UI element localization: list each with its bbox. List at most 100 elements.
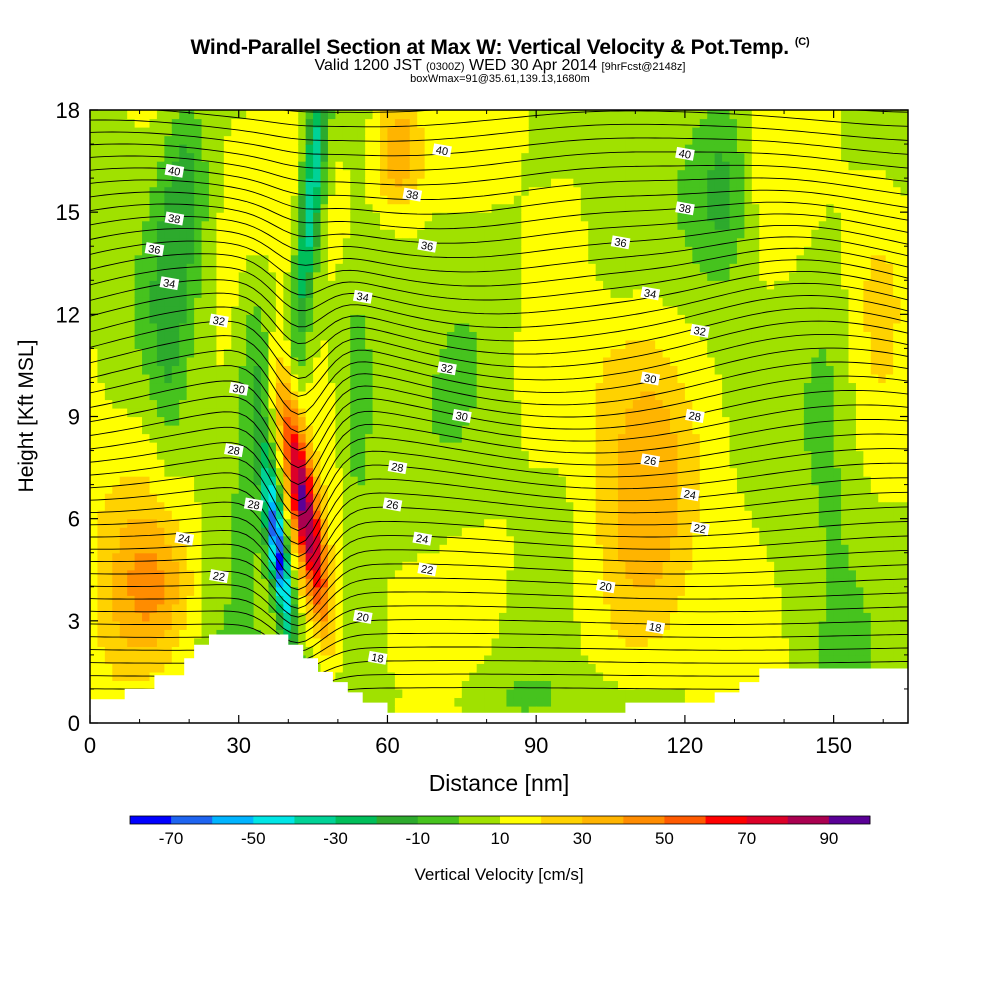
field-cell: [461, 322, 470, 332]
field-cell: [543, 637, 552, 647]
field-cell: [439, 688, 448, 699]
field-cell: [261, 680, 270, 690]
field-cell: [216, 637, 225, 647]
field-cell: [290, 680, 299, 690]
field-cell: [409, 493, 418, 503]
field-cell: [335, 603, 344, 613]
field-cell: [149, 459, 158, 469]
field-cell: [335, 339, 344, 349]
field-cell: [223, 578, 232, 588]
field-cell: [290, 433, 299, 443]
field-cell: [149, 135, 158, 145]
field-cell: [536, 288, 545, 298]
field-cell: [402, 254, 411, 264]
field-cell: [194, 578, 203, 588]
field-cell: [253, 407, 262, 418]
field-cell: [216, 476, 225, 486]
field-cell: [134, 484, 143, 494]
field-cell: [528, 348, 537, 358]
field-cell: [238, 186, 247, 196]
field-cell: [536, 271, 545, 281]
field-cell: [603, 629, 612, 639]
field-cell: [476, 425, 485, 435]
field-cell: [305, 459, 314, 469]
field-cell: [320, 407, 329, 418]
field-cell: [513, 305, 522, 315]
field-cell: [216, 612, 225, 622]
field-cell: [595, 144, 604, 154]
field-cell: [104, 442, 113, 452]
field-cell: [580, 135, 589, 145]
field-cell: [365, 629, 374, 639]
field-cell: [543, 450, 552, 460]
field-cell: [565, 476, 574, 486]
field-cell: [186, 331, 195, 341]
field-cell: [409, 552, 418, 562]
field-cell: [380, 527, 389, 537]
field-cell: [446, 425, 455, 435]
field-cell: [134, 586, 143, 596]
field-cell: [142, 407, 151, 418]
field-cell: [156, 246, 165, 256]
field-cell: [305, 110, 314, 120]
field-cell: [186, 280, 195, 290]
field-cell: [112, 697, 121, 707]
field-cell: [536, 484, 545, 494]
field-cell: [365, 127, 374, 137]
field-cell: [127, 399, 136, 409]
field-cell: [461, 331, 470, 341]
field-cell: [499, 612, 508, 622]
field-cell: [476, 297, 485, 307]
field-cell: [484, 373, 493, 384]
field-cell: [142, 527, 151, 537]
field-cell: [372, 527, 381, 537]
field-cell: [142, 390, 151, 401]
field-cell: [179, 314, 188, 324]
field-cell: [588, 518, 597, 528]
field-cell: [268, 433, 277, 443]
field-cell: [454, 714, 463, 723]
field-cell: [521, 212, 530, 222]
field-cell: [327, 595, 336, 605]
field-cell: [253, 705, 262, 716]
field-cell: [380, 510, 389, 520]
field-cell: [350, 254, 359, 264]
field-cell: [491, 450, 500, 460]
field-cell: [268, 110, 277, 120]
field-cell: [201, 254, 210, 264]
field-cell: [298, 714, 307, 723]
field-cell: [208, 254, 218, 264]
field-cell: [402, 178, 411, 188]
field-cell: [417, 637, 426, 647]
field-cell: [268, 561, 277, 571]
field-cell: [424, 331, 433, 341]
field-cell: [194, 501, 203, 511]
field-cell: [380, 195, 389, 205]
field-cell: [208, 544, 218, 554]
field-cell: [551, 561, 560, 571]
field-cell: [298, 527, 307, 537]
field-cell: [513, 254, 522, 264]
field-cell: [461, 654, 470, 664]
field-cell: [424, 586, 433, 596]
field-cell: [461, 518, 470, 528]
field-cell: [231, 637, 240, 647]
field-cell: [521, 152, 530, 162]
field-cell: [253, 288, 262, 298]
field-cell: [313, 416, 322, 426]
field-cell: [223, 144, 232, 154]
field-cell: [171, 254, 180, 264]
field-cell: [573, 705, 582, 716]
field-cell: [261, 407, 270, 418]
field-cell: [372, 433, 381, 443]
field-cell: [313, 680, 322, 690]
field-cell: [409, 629, 418, 639]
field-cell: [112, 671, 121, 682]
field-cell: [461, 484, 470, 494]
field-cell: [97, 220, 106, 230]
field-cell: [543, 229, 552, 239]
field-cell: [290, 331, 299, 341]
field-cell: [424, 178, 433, 188]
field-cell: [558, 467, 567, 477]
field-cell: [156, 314, 165, 324]
